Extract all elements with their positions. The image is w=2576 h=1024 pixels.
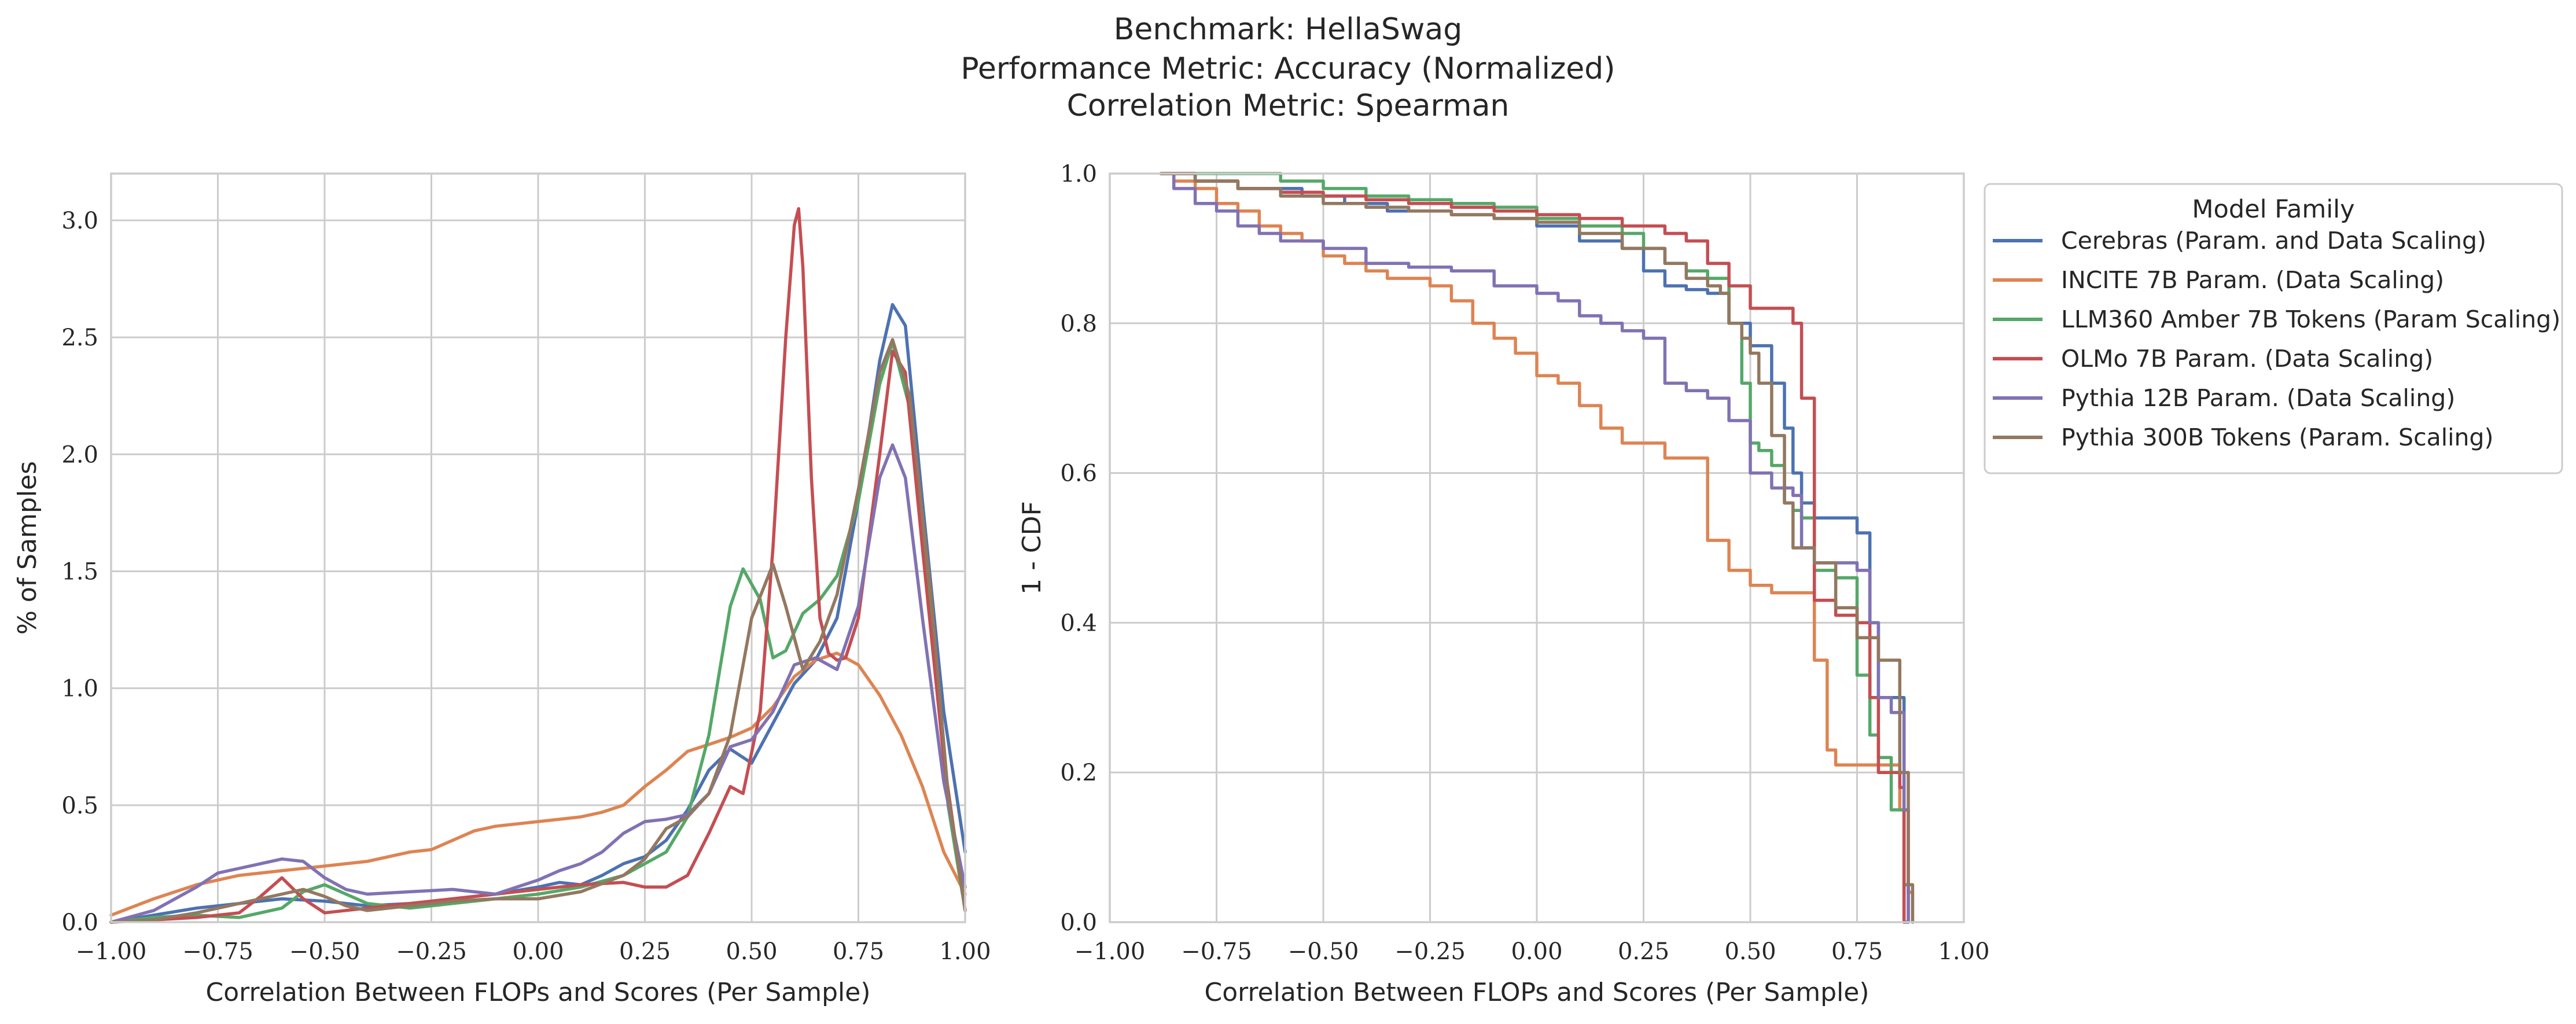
kde-density-plot: −1.00 −0.75 −0.50 −0.25 0.00 0.25 0.50 0.75 1.00… xyxy=(13,172,991,1007)
kde-xtick-label: −1.00 xyxy=(76,938,147,965)
kde-ytick-label: 2.0 xyxy=(61,441,98,468)
cdf-series-line-5 xyxy=(1159,172,1910,924)
kde-ytick-label: 1.5 xyxy=(61,558,98,585)
kde-xtick-label: 0.75 xyxy=(833,938,884,965)
kde-series-line-6 xyxy=(109,338,967,924)
kde-plot-frame xyxy=(110,172,966,923)
legend-entry-label-2: INCITE 7B Param. (Data Scaling) xyxy=(2061,266,2444,294)
cdf-series-line-6 xyxy=(1159,172,1915,924)
kde-xaxis-label: Correlation Between FLOPs and Scores (Pe… xyxy=(205,978,870,1007)
cdf-xtick-label: 1.00 xyxy=(1938,938,1989,965)
kde-ytick-label: 0.5 xyxy=(61,793,98,819)
cdf-xtick-label: −1.00 xyxy=(1074,938,1146,965)
cdf-ytick-label: 0.6 xyxy=(1060,461,1097,487)
survival-cdf-plot: −1.00 −0.75 −0.50 −0.25 0.00 0.25 0.50 0.75 1.00… xyxy=(1017,161,1990,1007)
cdf-series-line-2 xyxy=(1159,172,1915,924)
legend-entry-label-3: LLM360 Amber 7B Tokens (Param Scaling) xyxy=(2061,305,2560,333)
cdf-xtick-label: −0.75 xyxy=(1181,938,1252,965)
kde-series-line-2 xyxy=(109,651,967,917)
cdf-xtick-label: 0.50 xyxy=(1724,938,1776,965)
cdf-ytick-label: 0.8 xyxy=(1060,311,1097,337)
cdf-ytick-label: 0.2 xyxy=(1060,760,1097,786)
cdf-xtick-label: −0.25 xyxy=(1394,938,1466,965)
cdf-yaxis-label: 1 - CDF xyxy=(1017,501,1047,595)
kde-xtick-label: −0.75 xyxy=(182,938,253,965)
suptitle-line-2: Performance Metric: Accuracy (Normalized… xyxy=(961,51,1615,86)
cdf-xaxis-label: Correlation Between FLOPs and Scores (Pe… xyxy=(1204,978,1869,1007)
cdf-xtick-label: −0.50 xyxy=(1288,938,1359,965)
suptitle-line-1: Benchmark: HellaSwag xyxy=(1114,12,1463,47)
cdf-xtick-label: 0.00 xyxy=(1511,938,1562,965)
suptitle-line-3: Correlation Metric: Spearman xyxy=(1067,89,1510,123)
kde-xtick-label: −0.25 xyxy=(396,938,467,965)
kde-ytick-label: 3.0 xyxy=(61,208,98,234)
kde-xtick-label: −0.50 xyxy=(289,938,360,965)
kde-xtick-label: 1.00 xyxy=(939,938,991,965)
cdf-xtick-label: 0.25 xyxy=(1618,938,1669,965)
legend: Model Family Cerebras (Param. and Data S… xyxy=(1983,183,2563,474)
cdf-xtick-label: 0.75 xyxy=(1831,938,1883,965)
kde-ytick-label: 0.0 xyxy=(61,909,98,936)
kde-yaxis-label: % of Samples xyxy=(13,461,42,635)
kde-xtick-label: 0.00 xyxy=(512,938,564,965)
kde-ytick-label: 1.0 xyxy=(61,676,98,702)
kde-xtick-label: 0.25 xyxy=(619,938,671,965)
cdf-series-line-1 xyxy=(1159,172,1910,924)
legend-entry-label-5: Pythia 12B Param. (Data Scaling) xyxy=(2061,384,2455,412)
legend-frame xyxy=(1983,183,2563,474)
legend-title: Model Family xyxy=(2192,195,2354,224)
kde-series-line-5 xyxy=(109,443,967,924)
cdf-ytick-label: 1.0 xyxy=(1060,161,1097,187)
kde-series-line-4 xyxy=(109,207,967,924)
cdf-ytick-label: 0.4 xyxy=(1060,610,1097,636)
legend-entry-label-1: Cerebras (Param. and Data Scaling) xyxy=(2061,227,2486,255)
legend-entry-label-4: OLMo 7B Param. (Data Scaling) xyxy=(2061,345,2433,373)
cdf-plot-frame xyxy=(1109,172,1965,923)
legend-entry-label-6: Pythia 300B Tokens (Param. Scaling) xyxy=(2061,423,2494,451)
kde-ytick-label: 2.5 xyxy=(61,325,98,351)
cdf-ytick-label: 0.0 xyxy=(1060,909,1097,936)
kde-xtick-label: 0.50 xyxy=(726,938,777,965)
